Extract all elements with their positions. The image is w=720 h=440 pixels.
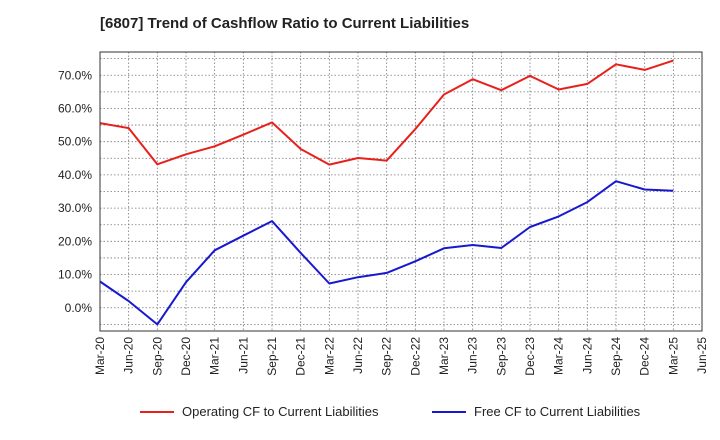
x-tick-label: Dec-21 xyxy=(294,337,308,376)
x-tick-label: Jun-23 xyxy=(466,337,480,374)
legend-swatch-operating-cf xyxy=(140,410,174,413)
series-line-free-cf xyxy=(99,180,674,326)
x-tick-label: Sep-23 xyxy=(494,337,508,376)
x-tick-label: Jun-22 xyxy=(351,337,365,374)
grid-lines xyxy=(100,52,702,331)
legend-item-operating-cf: Operating CF to Current Liabilities xyxy=(140,404,379,419)
legend: Operating CF to Current Liabilities Free… xyxy=(0,404,720,426)
x-tick-label: Jun-24 xyxy=(580,337,594,374)
x-tick-label: Mar-23 xyxy=(437,337,451,375)
x-tick-label: Dec-24 xyxy=(638,337,652,376)
y-tick-label: 30.0% xyxy=(58,201,92,215)
y-axis-tick-labels: 0.0% 10.0% 20.0% 30.0% 40.0% 50.0% 60.0% 70.0% xyxy=(58,68,92,315)
x-tick-label: Mar-21 xyxy=(208,337,222,375)
y-tick-label: 40.0% xyxy=(58,168,92,182)
y-tick-label: 10.0% xyxy=(58,268,92,282)
series-line-operating-cf xyxy=(99,59,674,166)
y-tick-label: 50.0% xyxy=(58,135,92,149)
x-tick-label: Mar-24 xyxy=(552,337,566,375)
x-tick-label: Dec-20 xyxy=(179,337,193,376)
chart-title: [6807] Trend of Cashflow Ratio to Curren… xyxy=(100,15,470,32)
legend-swatch-free-cf xyxy=(432,410,466,413)
y-tick-label: 20.0% xyxy=(58,234,92,248)
y-tick-label: 0.0% xyxy=(65,301,93,315)
x-tick-label: Jun-20 xyxy=(122,337,136,374)
legend-label-operating-cf: Operating CF to Current Liabilities xyxy=(182,404,379,419)
plot-area-frame xyxy=(99,51,703,332)
x-tick-label: Jun-21 xyxy=(236,337,250,374)
x-tick-label: Jun-25 xyxy=(695,337,709,374)
x-tick-label: Sep-20 xyxy=(150,337,164,376)
series-lines xyxy=(99,59,674,326)
y-tick-label: 60.0% xyxy=(58,101,92,115)
x-tick-label: Dec-22 xyxy=(408,337,422,376)
x-tick-label: Mar-22 xyxy=(322,337,336,375)
legend-item-free-cf: Free CF to Current Liabilities xyxy=(432,404,640,419)
x-tick-label: Sep-24 xyxy=(609,337,623,376)
x-axis-tick-labels: Mar-20 Jun-20 Sep-20 Dec-20 Mar-21 Jun-21 Sep-… xyxy=(93,337,709,376)
legend-label-free-cf: Free CF to Current Liabilities xyxy=(474,404,641,419)
x-tick-label: Dec-23 xyxy=(523,337,537,376)
x-tick-label: Mar-25 xyxy=(666,337,680,375)
x-tick-label: Mar-20 xyxy=(93,337,107,375)
x-tick-label: Sep-21 xyxy=(265,337,279,376)
x-tick-label: Sep-22 xyxy=(380,337,394,376)
y-tick-label: 70.0% xyxy=(58,68,92,82)
